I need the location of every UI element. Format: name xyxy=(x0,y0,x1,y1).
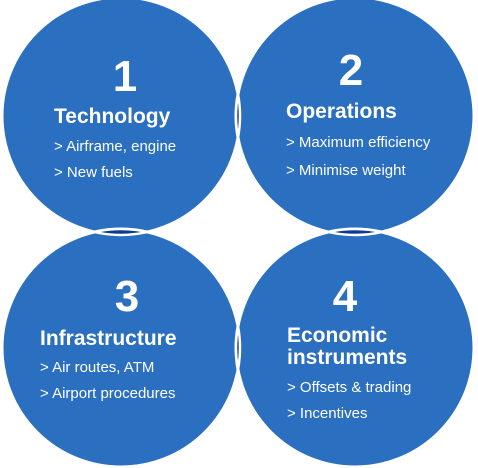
quadrant-item: > Airport procedures xyxy=(40,385,176,402)
quadrant-item: > Incentives xyxy=(287,405,367,422)
quadrant-number: 1 xyxy=(113,52,137,101)
quadrant-number: 2 xyxy=(339,46,363,95)
quadrant-economic-instruments: 4 Economic instruments > Offsets & tradi… xyxy=(287,272,411,422)
quadrant-infrastructure: 3 Infrastructure > Air routes, ATM > Air… xyxy=(40,272,177,402)
quadrant-item: > Airframe, engine xyxy=(54,138,176,155)
quadrant-title: Operations xyxy=(286,100,397,123)
quadrant-item: > Minimise weight xyxy=(286,162,406,179)
quadrant-technology: 1 Technology > Airframe, engine > New fu… xyxy=(54,52,176,181)
quadrant-number: 3 xyxy=(115,272,139,321)
quadrant-title: Economic xyxy=(287,324,388,347)
quadrant-title: Technology xyxy=(54,105,171,128)
quadrant-item: > Offsets & trading xyxy=(287,379,411,396)
quadrant-number: 4 xyxy=(333,272,358,321)
quadrant-item: > Maximum efficiency xyxy=(286,134,431,151)
quadrant-item: > New fuels xyxy=(54,164,133,181)
quadrant-operations: 2 Operations > Maximum efficiency > Mini… xyxy=(286,46,431,179)
quadrant-item: > Air routes, ATM xyxy=(40,359,154,376)
quadrant-title: instruments xyxy=(287,346,407,369)
quadrant-title: Infrastructure xyxy=(40,327,177,350)
